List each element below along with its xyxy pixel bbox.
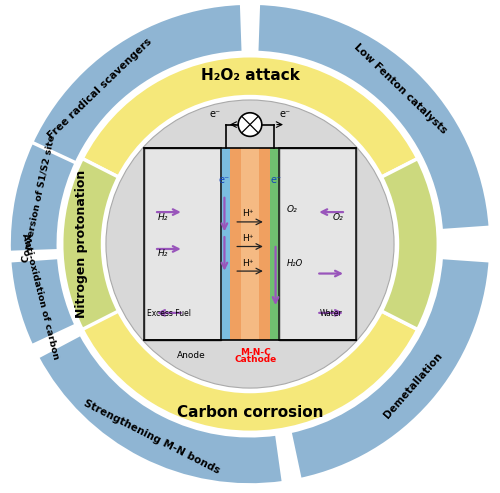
Text: H₂: H₂ [158, 249, 168, 258]
Text: M-N-C: M-N-C [240, 348, 272, 357]
Text: Excess Fuel: Excess Fuel [147, 309, 191, 318]
Wedge shape [10, 3, 244, 231]
FancyBboxPatch shape [280, 148, 355, 340]
FancyBboxPatch shape [270, 148, 280, 340]
Text: Anti-oxidation of carbon: Anti-oxidation of carbon [20, 232, 60, 360]
FancyBboxPatch shape [144, 148, 220, 340]
Text: e⁻: e⁻ [280, 108, 291, 119]
Text: Water: Water [320, 309, 342, 318]
FancyBboxPatch shape [241, 148, 259, 340]
FancyBboxPatch shape [230, 148, 270, 340]
Text: O₂: O₂ [287, 205, 298, 214]
Text: e⁻: e⁻ [209, 108, 220, 119]
Text: Anode: Anode [176, 351, 206, 360]
Text: H⁺: H⁺ [242, 210, 254, 218]
Text: Strengthening M-N bonds: Strengthening M-N bonds [82, 398, 222, 476]
Wedge shape [82, 56, 418, 177]
Text: Demetallation: Demetallation [382, 351, 444, 421]
Text: H₂O: H₂O [287, 259, 303, 268]
Circle shape [238, 113, 262, 137]
Text: Low Fenton catalysts: Low Fenton catalysts [352, 41, 448, 136]
Text: H⁺: H⁺ [242, 259, 254, 268]
Text: Conversion of S1/S2 site: Conversion of S1/S2 site [20, 135, 57, 264]
Text: H⁺: H⁺ [242, 234, 254, 243]
Circle shape [106, 100, 394, 388]
Wedge shape [382, 159, 438, 329]
Wedge shape [38, 334, 284, 485]
Text: H₂: H₂ [158, 212, 168, 221]
Text: e⁻: e⁻ [270, 175, 281, 185]
Wedge shape [62, 159, 197, 420]
Wedge shape [256, 3, 490, 231]
Text: O₂: O₂ [332, 212, 344, 221]
Text: Cathode: Cathode [235, 354, 277, 364]
Text: Carbon corrosion: Carbon corrosion [177, 405, 323, 421]
Wedge shape [10, 257, 76, 346]
Wedge shape [290, 257, 490, 480]
Text: H₂O₂ attack: H₂O₂ attack [200, 68, 300, 83]
FancyBboxPatch shape [220, 148, 230, 340]
Wedge shape [82, 311, 418, 432]
Text: Nitrogen protonation: Nitrogen protonation [74, 170, 88, 318]
Wedge shape [9, 142, 76, 252]
Text: e⁻: e⁻ [219, 175, 230, 185]
Text: Free radical scavengers: Free radical scavengers [46, 36, 154, 141]
